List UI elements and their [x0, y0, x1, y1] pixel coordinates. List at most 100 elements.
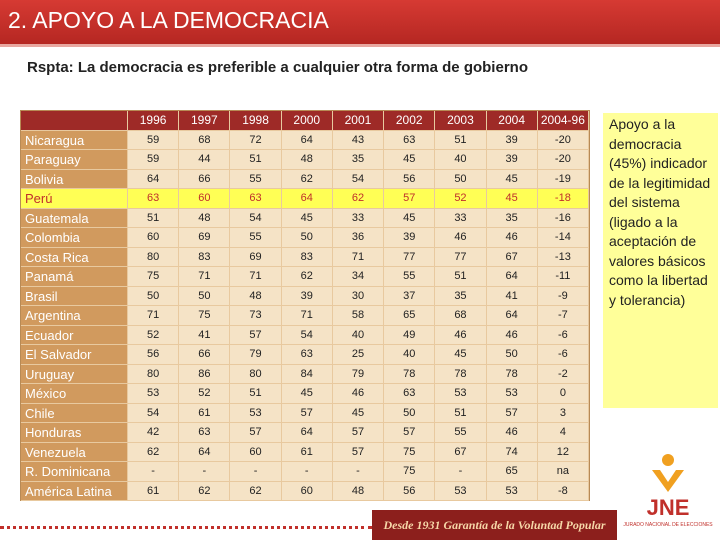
- table-cell: 68: [435, 306, 487, 326]
- table-cell: -: [332, 462, 385, 482]
- table-cell: 57: [384, 189, 436, 209]
- table-cell: 78: [435, 364, 487, 384]
- table-cell: 46: [486, 423, 538, 443]
- table-cell: 73: [230, 306, 282, 326]
- row-header: Bolivia: [21, 169, 128, 189]
- table-cell: -11: [537, 267, 589, 287]
- table-cell: 77: [435, 247, 487, 267]
- column-header: 2004-96: [537, 111, 589, 131]
- table-cell: 39: [486, 150, 538, 170]
- table-cell: -: [281, 462, 333, 482]
- table-cell: -2: [537, 364, 589, 384]
- table-cell: 53: [486, 481, 538, 501]
- table-cell: 52: [128, 325, 180, 345]
- table-cell: 71: [179, 267, 231, 287]
- table-cell: 36: [332, 228, 385, 248]
- table-cell: -6: [537, 345, 589, 365]
- table-cell: -19: [537, 169, 589, 189]
- table-cell: 50: [128, 286, 180, 306]
- table-cell: 46: [486, 325, 538, 345]
- table-cell: 44: [179, 150, 231, 170]
- table-cell: 46: [435, 228, 487, 248]
- table-cell: -18: [537, 189, 589, 209]
- table-cell: 45: [281, 208, 333, 228]
- table-cell: -13: [537, 247, 589, 267]
- row-header: Costa Rica: [21, 247, 128, 267]
- table-cell: 54: [332, 169, 385, 189]
- table-cell: 0: [537, 384, 589, 404]
- table-cell: 52: [179, 384, 231, 404]
- table-cell: 64: [281, 130, 333, 150]
- table-cell: 64: [128, 169, 180, 189]
- table-cell: 39: [281, 286, 333, 306]
- table-cell: 66: [179, 345, 231, 365]
- table-cell: 60: [179, 189, 231, 209]
- table-cell: 59: [128, 130, 180, 150]
- column-header: 1996: [128, 111, 180, 131]
- table-cell: 33: [332, 208, 385, 228]
- table-cell: 30: [332, 286, 385, 306]
- row-header: Uruguay: [21, 364, 128, 384]
- column-header: 2004: [486, 111, 538, 131]
- table-cell: 79: [332, 364, 385, 384]
- table-cell: 75: [384, 442, 436, 462]
- table-cell: 39: [486, 130, 538, 150]
- table-cell: 75: [179, 306, 231, 326]
- table-cell: 55: [435, 423, 487, 443]
- table-cell: na: [537, 462, 589, 482]
- table-cell: 86: [179, 364, 231, 384]
- column-header: 2000: [281, 111, 333, 131]
- table-cell: 45: [435, 345, 487, 365]
- table-cell: 42: [128, 423, 180, 443]
- table-cell: 75: [384, 462, 436, 482]
- table-cell: 61: [179, 403, 231, 423]
- row-header: El Salvador: [21, 345, 128, 365]
- table-cell: 56: [384, 169, 436, 189]
- row-header: Honduras: [21, 423, 128, 443]
- title-rule: [0, 44, 720, 47]
- table-cell: 67: [435, 442, 487, 462]
- table-cell: 84: [281, 364, 333, 384]
- table-cell: 78: [486, 364, 538, 384]
- table-cell: 46: [435, 325, 487, 345]
- table-cell: 64: [486, 267, 538, 287]
- table-cell: 65: [384, 306, 436, 326]
- table-cell: -20: [537, 150, 589, 170]
- table-cell: 52: [435, 189, 487, 209]
- table-cell: 4: [537, 423, 589, 443]
- table-cell: 63: [281, 345, 333, 365]
- table-cell: 45: [486, 169, 538, 189]
- row-header: Ecuador: [21, 325, 128, 345]
- column-header: 2001: [332, 111, 385, 131]
- table-cell: 64: [281, 189, 333, 209]
- table-cell: 60: [128, 228, 180, 248]
- table-cell: -: [230, 462, 282, 482]
- row-header: Perú: [21, 189, 128, 209]
- table-cell: 40: [384, 345, 436, 365]
- table-cell: 45: [384, 150, 436, 170]
- table-cell: 53: [128, 384, 180, 404]
- table-cell: 80: [128, 364, 180, 384]
- table-cell: -6: [537, 325, 589, 345]
- table-cell: 50: [281, 228, 333, 248]
- table-cell: 45: [384, 208, 436, 228]
- table-cell: 71: [281, 306, 333, 326]
- column-header: 2002: [384, 111, 436, 131]
- table: 1996 1997 1998 2000 2001 2002 2003 2004 2004-96 N…: [20, 110, 590, 501]
- table-cell: 69: [230, 247, 282, 267]
- table-cell: 65: [486, 462, 538, 482]
- table-cell: -: [435, 462, 487, 482]
- table-cell: -7: [537, 306, 589, 326]
- table-cell: 71: [230, 267, 282, 287]
- table-cell: -: [128, 462, 180, 482]
- table-cell: 83: [281, 247, 333, 267]
- table-cell: 63: [128, 189, 180, 209]
- table-cell: 48: [230, 286, 282, 306]
- table-cell: 71: [332, 247, 385, 267]
- table-cell: 56: [128, 345, 180, 365]
- table-cell: 50: [384, 403, 436, 423]
- table-cell: 46: [486, 228, 538, 248]
- table-cell: -14: [537, 228, 589, 248]
- table-cell: -9: [537, 286, 589, 306]
